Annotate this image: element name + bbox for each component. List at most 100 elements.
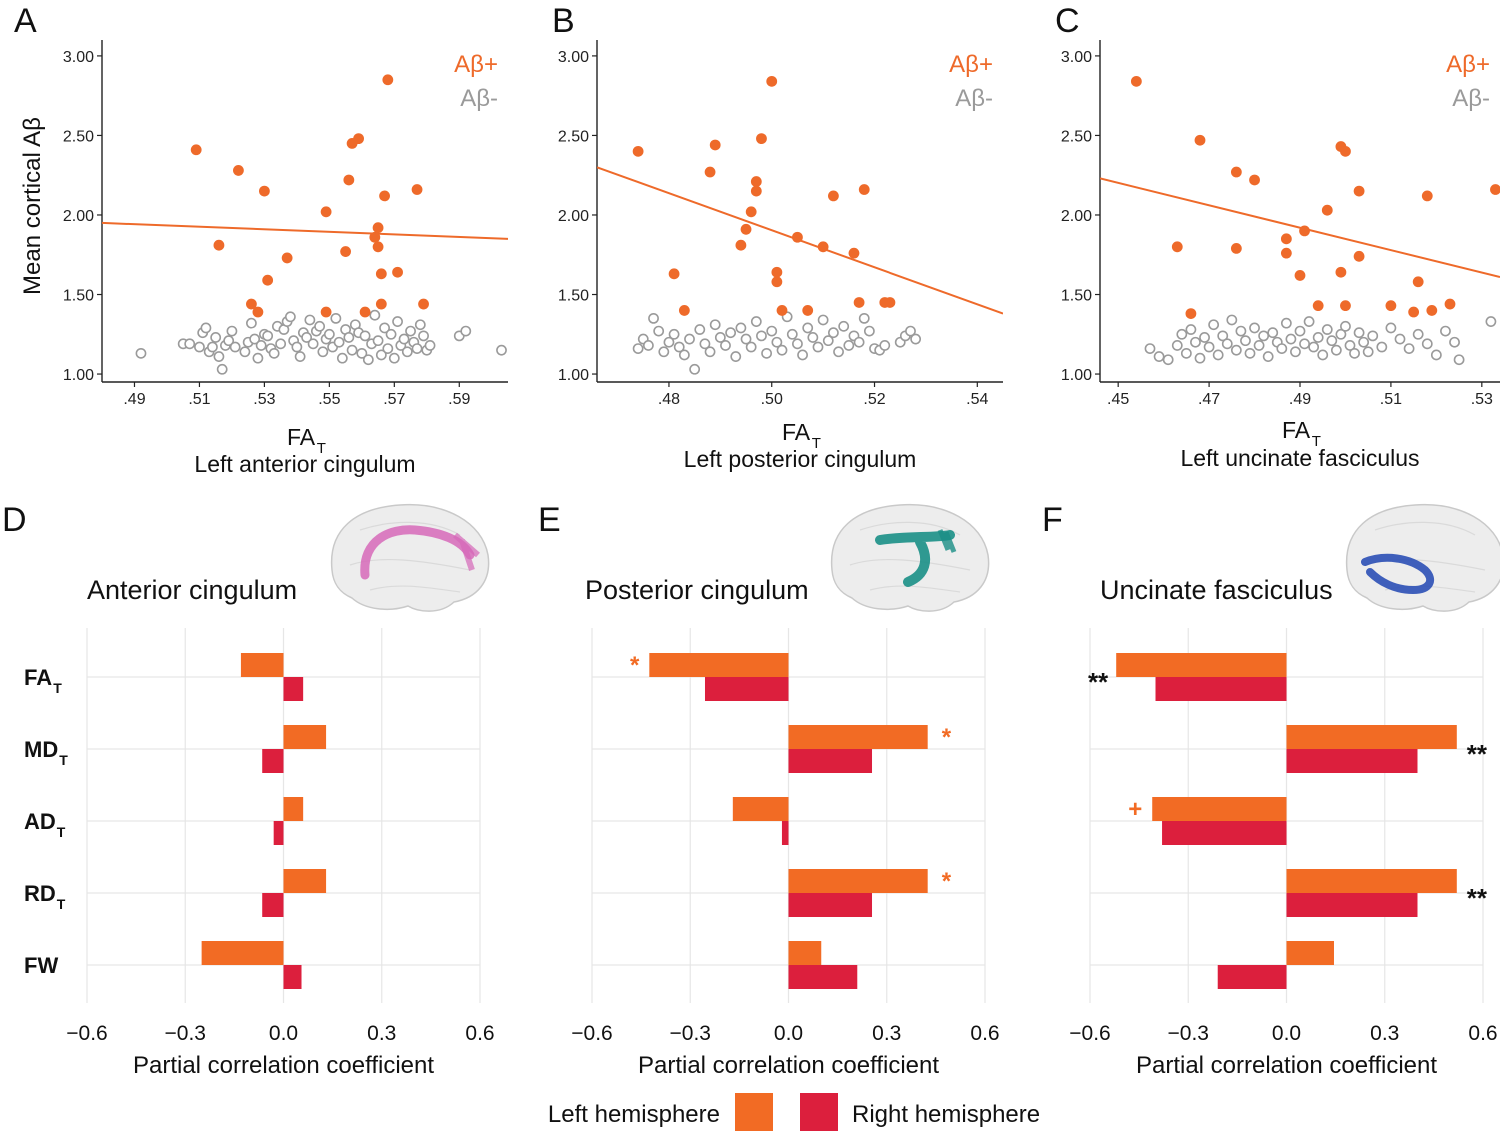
brain-gyri	[349, 521, 471, 593]
point-abeta-neg	[858, 312, 870, 324]
point-abeta-neg	[745, 341, 757, 353]
point-abeta-pos	[320, 206, 332, 218]
tract-uncinate-fasciculus	[1361, 553, 1435, 595]
point-abeta-neg	[771, 336, 783, 348]
point-abeta-pos	[375, 298, 387, 310]
point-abeta-neg	[828, 327, 839, 339]
bar-left-hemisphere	[1286, 725, 1457, 749]
point-abeta-neg	[761, 347, 772, 359]
point-abeta-neg	[853, 336, 865, 348]
panel-letter: B	[552, 2, 575, 40]
panel-letter: E	[538, 501, 561, 539]
x-tick-label: −0.3	[670, 1022, 711, 1045]
point-abeta-pos	[668, 268, 680, 280]
point-abeta-neg	[135, 347, 147, 359]
point-abeta-neg	[905, 325, 916, 337]
x-tick-label: .47	[1198, 391, 1220, 408]
point-abeta-neg	[213, 351, 225, 362]
legend-right-label: Right hemisphere	[852, 1101, 1040, 1128]
panel-F: F ** ** + ** −0.6 −0.3 0.0 0.3 0.6 Partial correla…	[1042, 501, 1500, 1079]
point-abeta-pos	[1294, 270, 1306, 281]
x-tick-label: .48	[658, 391, 680, 408]
point-abeta-pos	[252, 306, 264, 318]
point-abeta-neg	[684, 333, 695, 345]
point-abeta-pos	[343, 174, 355, 186]
x-tick-label: 0.3	[367, 1022, 396, 1045]
y-tick-label: 1.00	[1061, 367, 1092, 384]
point-abeta-neg	[418, 330, 429, 342]
point-abeta-neg	[668, 328, 680, 340]
point-abeta-neg	[812, 341, 824, 353]
point-abeta-neg	[1362, 346, 1374, 358]
bar-left-hemisphere	[732, 797, 789, 821]
bar-right-hemisphere	[788, 749, 873, 773]
point-abeta-neg	[1144, 343, 1156, 354]
point-abeta-neg	[1330, 344, 1342, 356]
bar-right-hemisphere	[788, 965, 858, 989]
category-label-subscript: T	[57, 824, 66, 840]
category-label-subscript: T	[59, 752, 68, 768]
brain-illustration	[1345, 503, 1500, 612]
point-abeta-neg	[246, 317, 257, 329]
point-abeta-neg	[673, 341, 685, 353]
point-abeta-neg	[1421, 338, 1433, 350]
point-abeta-neg	[797, 349, 808, 361]
point-abeta-neg	[1208, 319, 1220, 331]
point-abeta-neg	[1203, 341, 1215, 353]
point-abeta-neg	[699, 338, 711, 350]
brain-outline	[330, 503, 490, 612]
point-abeta-neg	[223, 335, 235, 347]
significance-marker: **	[1088, 667, 1109, 697]
point-abeta-neg	[317, 346, 329, 358]
point-abeta-neg	[863, 325, 875, 337]
point-abeta-pos	[262, 274, 274, 286]
point-abeta-pos	[817, 241, 829, 253]
tract-subtitle: Left anterior cingulum	[194, 451, 415, 477]
tract-title: Anterior cingulum	[87, 575, 297, 605]
point-abeta-neg	[1221, 338, 1233, 350]
point-abeta-neg	[226, 325, 238, 337]
point-abeta-neg	[375, 349, 387, 361]
point-abeta-neg	[843, 340, 855, 351]
bar-left-hemisphere	[201, 941, 284, 965]
point-abeta-pos	[1353, 185, 1365, 197]
point-abeta-neg	[346, 344, 358, 356]
point-abeta-pos	[792, 231, 803, 243]
tract-title: Posterior cingulum	[585, 575, 809, 605]
point-abeta-neg	[720, 340, 731, 351]
point-abeta-neg	[1376, 341, 1388, 353]
point-abeta-neg	[1267, 327, 1279, 339]
x-tick-label: .59	[448, 391, 470, 408]
point-abeta-neg	[294, 351, 306, 362]
point-abeta-neg	[678, 349, 690, 361]
y-tick-label: 1.00	[63, 367, 94, 384]
point-abeta-pos	[858, 184, 870, 195]
point-abeta-neg	[642, 340, 654, 351]
x-tick-label: 0.6	[465, 1022, 494, 1045]
point-abeta-neg	[1453, 354, 1465, 366]
regression-line	[1100, 177, 1500, 278]
point-abeta-neg	[1249, 322, 1260, 334]
point-abeta-neg	[730, 351, 742, 362]
point-abeta-neg	[284, 311, 296, 323]
x-tick-label: 0.0	[1272, 1022, 1301, 1045]
point-abeta-neg	[1258, 330, 1270, 342]
point-abeta-neg	[262, 330, 274, 342]
point-abeta-neg	[1226, 314, 1238, 326]
point-abeta-neg	[392, 316, 403, 327]
bar-left-hemisphere	[1152, 797, 1287, 821]
point-abeta-neg	[1412, 328, 1424, 340]
bar-left-hemisphere	[1286, 941, 1334, 965]
y-tick-label: 2.00	[1061, 208, 1092, 225]
tract-fibers	[453, 532, 480, 571]
point-abeta-pos	[372, 222, 384, 234]
point-abeta-neg	[216, 363, 228, 375]
point-abeta-neg	[379, 322, 390, 334]
category-label: FW	[24, 953, 58, 978]
point-abeta-pos	[340, 246, 351, 257]
x-tick-label: −0.6	[1069, 1022, 1110, 1045]
point-abeta-pos	[1335, 266, 1347, 278]
point-abeta-neg	[663, 336, 675, 348]
point-abeta-pos	[369, 231, 381, 243]
category-label-subscript: T	[53, 680, 62, 696]
